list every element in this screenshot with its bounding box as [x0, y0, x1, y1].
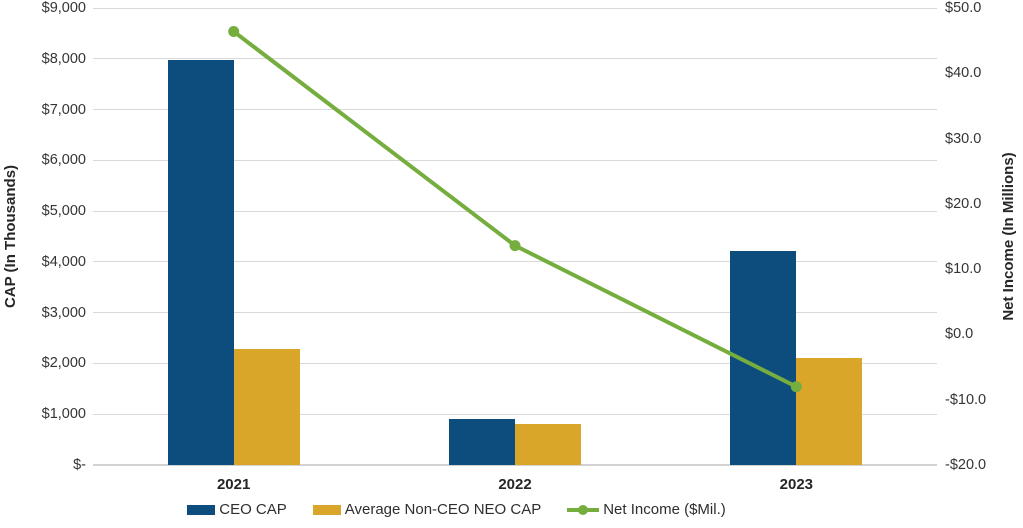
y-axis-tick-right: -$10.0 — [945, 391, 987, 408]
average-non-ceo-neo-cap-bar-2022 — [515, 424, 581, 465]
y-axis-tick-right: $40.0 — [945, 65, 982, 82]
y-axis-tick-left: $- — [73, 457, 86, 473]
legend-item-average-non-ceo-neo-cap: Average Non-CEO NEO CAP — [312, 501, 542, 518]
y-axis-tick-right: $20.0 — [945, 195, 982, 212]
x-axis-label-2021: 2021 — [216, 476, 251, 493]
average-non-ceo-neo-cap-bar-2021 — [233, 349, 300, 465]
gridline — [93, 210, 937, 212]
legend-swatch-net-income-mil-icon — [567, 504, 600, 516]
gridline — [93, 413, 937, 415]
gridline — [93, 7, 937, 9]
gridline — [93, 58, 937, 60]
gridline — [93, 261, 937, 263]
gridline — [93, 312, 937, 314]
x-axis-label-2022: 2022 — [498, 476, 532, 493]
plot-area — [93, 7, 937, 466]
legend-label-ceo-cap: CEO CAP — [219, 501, 287, 518]
y-axis-tick-left: $7,000 — [41, 101, 86, 118]
y-axis-tick-right: $0.0 — [945, 326, 974, 343]
gridline — [93, 109, 937, 111]
y-axis-tick-right: $50.0 — [945, 0, 982, 16]
gridline — [93, 362, 937, 364]
legend-item-net-income-mil: Net Income ($Mil.) — [567, 501, 726, 518]
average-non-ceo-neo-cap-bar-2023 — [796, 357, 863, 465]
net-income-mil-point-2022 — [509, 240, 521, 252]
legend-swatch-ceo-cap-icon — [187, 504, 216, 515]
net-income-mil-line-layer — [228, 26, 802, 393]
x-axis-line — [93, 464, 937, 466]
net-income-mil-point-2021 — [228, 26, 240, 37]
y-axis-tick-left: $9,000 — [41, 0, 86, 16]
y-axis-tick-left: $6,000 — [41, 152, 86, 169]
ceo-cap-bar-2021 — [167, 60, 234, 465]
y-axis-tick-left: $5,000 — [41, 203, 86, 220]
left-axis-title: CAP (In Thousands) — [2, 164, 19, 309]
y-axis-tick-left: $3,000 — [41, 304, 86, 321]
y-axis-tick-left: $4,000 — [41, 253, 86, 270]
net-income-mil-line — [231, 29, 799, 389]
y-axis-tick-right: -$20.0 — [945, 457, 987, 473]
y-axis-tick-left: $2,000 — [41, 355, 86, 372]
ceo-cap-bar-2022 — [449, 419, 515, 465]
legend-swatch-average-non-ceo-neo-cap-icon — [312, 504, 341, 515]
gridline — [93, 159, 937, 161]
y-axis-tick-right: $30.0 — [945, 130, 982, 147]
legend-label-net-income-mil: Net Income ($Mil.) — [603, 501, 726, 518]
y-axis-tick-left: $1,000 — [41, 406, 86, 423]
y-axis-tick-left: $8,000 — [41, 50, 86, 67]
net-income-mil-point-2023 — [790, 381, 802, 393]
legend-item-ceo-cap: CEO CAP — [187, 501, 287, 518]
legend-dot-icon — [578, 504, 589, 515]
legend: CEO CAP Average Non-CEO NEO CAP Net Income… — [0, 501, 968, 518]
legend-label-average-non-ceo-neo-cap: Average Non-CEO NEO CAP — [344, 501, 542, 518]
y-axis-tick-right: $10.0 — [945, 261, 982, 278]
x-axis-label-2023: 2023 — [779, 476, 814, 493]
